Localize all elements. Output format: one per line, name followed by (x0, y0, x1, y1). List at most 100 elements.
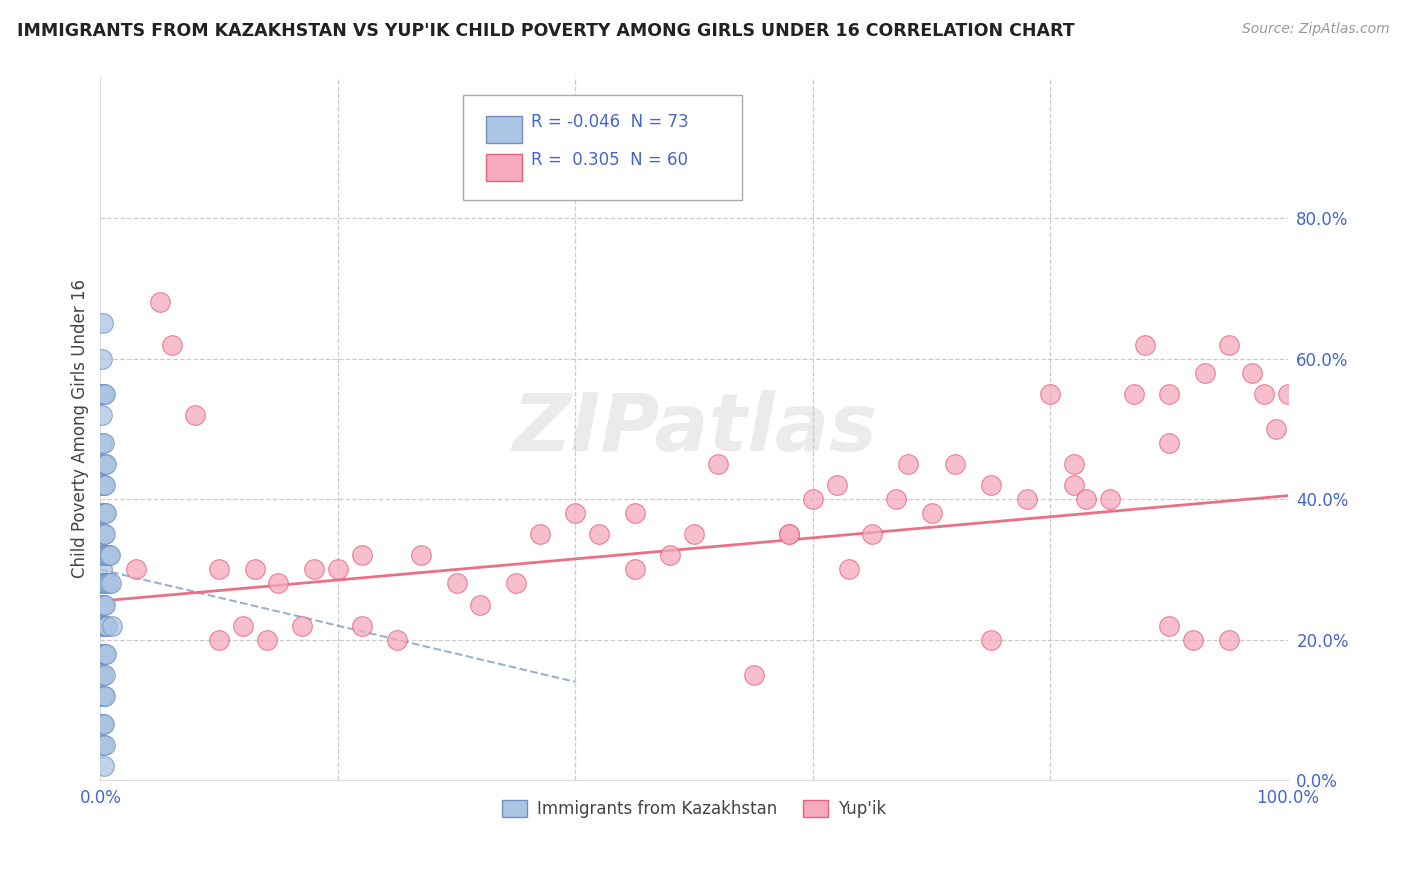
Point (91, 386, 114, 401)
FancyBboxPatch shape (463, 95, 742, 201)
Bar (486, 154, 522, 181)
Point (93, 436, 115, 450)
Point (94, 549, 117, 563)
Point (1218, 632, 1240, 647)
Point (897, 457, 920, 471)
Point (90, 717, 112, 731)
Point (980, 478, 1002, 492)
Point (1159, 386, 1181, 401)
Point (96, 549, 118, 563)
Point (291, 618, 314, 632)
Point (100, 576, 122, 591)
Point (1253, 386, 1275, 401)
Point (93, 598, 115, 612)
Point (1218, 337, 1240, 351)
Point (825, 478, 848, 492)
Point (1135, 337, 1157, 351)
Point (96, 647, 118, 661)
Point (125, 562, 148, 576)
Text: IMMIGRANTS FROM KAZAKHSTAN VS YUP'IK CHILD POVERTY AMONG GIRLS UNDER 16 CORRELAT: IMMIGRANTS FROM KAZAKHSTAN VS YUP'IK CHI… (17, 22, 1074, 40)
Point (94, 386, 117, 401)
Point (91, 457, 114, 471)
Point (90, 436, 112, 450)
Point (1159, 618, 1181, 632)
Point (1015, 492, 1038, 507)
Point (93, 527, 115, 541)
Point (446, 576, 468, 591)
Point (91, 668, 114, 682)
Point (683, 527, 706, 541)
Point (91, 647, 114, 661)
Point (1265, 422, 1288, 436)
Point (97, 576, 120, 591)
Point (94, 478, 117, 492)
Point (208, 632, 231, 647)
Point (707, 457, 730, 471)
Point (90, 668, 112, 682)
Point (93, 386, 115, 401)
Point (91, 717, 114, 731)
Point (94, 576, 117, 591)
Point (1159, 436, 1181, 450)
Point (243, 562, 266, 576)
Point (860, 527, 883, 541)
Point (91, 317, 114, 331)
Point (91, 618, 114, 632)
Point (945, 457, 967, 471)
Point (90, 598, 112, 612)
Point (90, 386, 112, 401)
Point (1277, 386, 1299, 401)
Point (90, 527, 112, 541)
Point (350, 549, 373, 563)
Text: Source: ZipAtlas.com: Source: ZipAtlas.com (1241, 22, 1389, 37)
Point (90, 408, 112, 422)
Point (838, 562, 860, 576)
Point (96, 576, 118, 591)
Point (623, 506, 645, 520)
Point (921, 506, 943, 520)
Point (93, 689, 115, 703)
Point (91, 527, 114, 541)
Point (91, 738, 114, 752)
Point (93, 478, 115, 492)
Point (184, 408, 207, 422)
Point (94, 618, 117, 632)
Point (588, 527, 610, 541)
Point (387, 632, 409, 647)
Point (93, 576, 115, 591)
Point (1194, 366, 1216, 380)
Point (94, 668, 117, 682)
Point (1098, 492, 1121, 507)
Point (91, 576, 114, 591)
Point (778, 527, 800, 541)
Text: R =  0.305  N = 60: R = 0.305 N = 60 (531, 152, 689, 169)
Point (96, 618, 118, 632)
Point (149, 295, 172, 310)
Point (302, 562, 325, 576)
Point (90, 457, 112, 471)
Point (778, 527, 800, 541)
Point (91, 478, 114, 492)
Point (529, 527, 551, 541)
Bar (486, 116, 522, 143)
Point (96, 576, 118, 591)
Point (1039, 386, 1062, 401)
Point (350, 618, 373, 632)
Point (91, 506, 114, 520)
Point (1181, 632, 1204, 647)
Point (91, 598, 114, 612)
Point (90, 506, 112, 520)
Point (1063, 478, 1085, 492)
Point (659, 549, 682, 563)
Point (93, 759, 115, 773)
Point (1122, 386, 1144, 401)
Point (623, 562, 645, 576)
Point (470, 598, 492, 612)
Point (90, 351, 112, 366)
Point (94, 738, 117, 752)
Point (884, 492, 907, 507)
Point (90, 689, 112, 703)
Text: R = -0.046  N = 73: R = -0.046 N = 73 (531, 112, 689, 130)
Point (93, 549, 115, 563)
Point (1241, 366, 1264, 380)
